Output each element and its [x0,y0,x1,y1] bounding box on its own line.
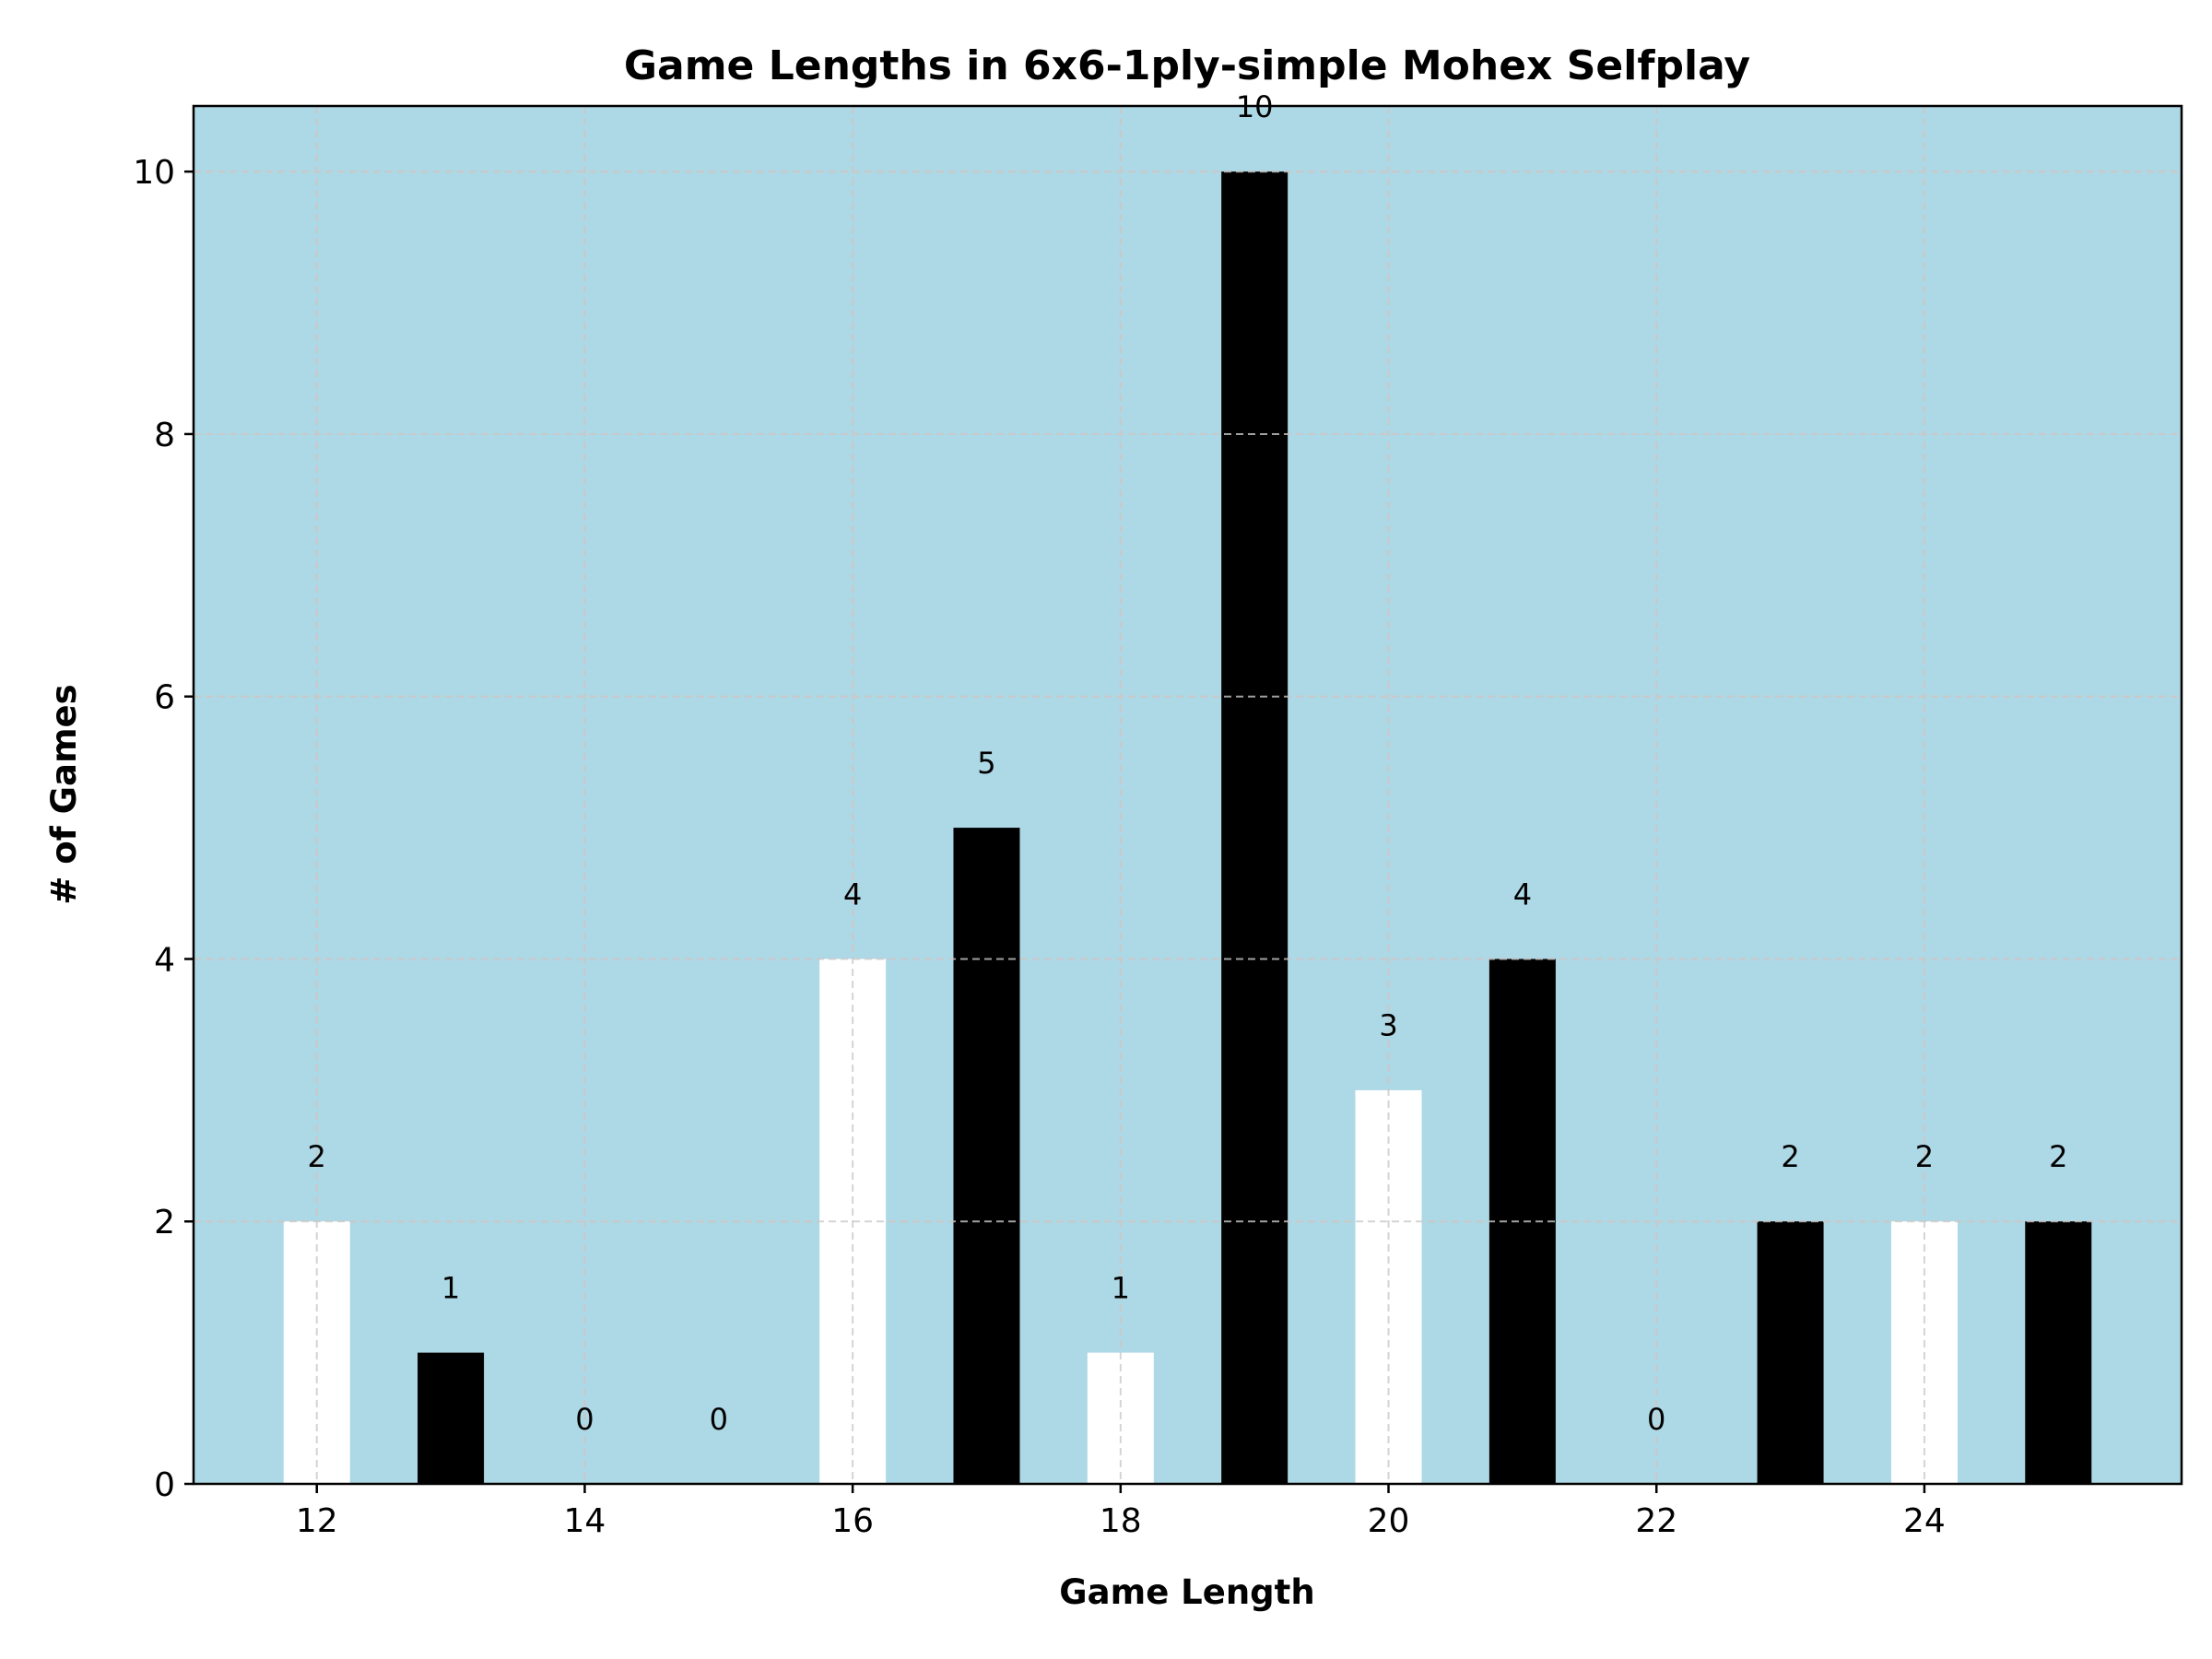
x-tick-label: 18 [1100,1502,1142,1540]
x-tick-label: 16 [831,1502,874,1540]
x-tick-label: 24 [1903,1502,1946,1540]
y-tick-label: 0 [154,1466,175,1504]
y-tick-label: 6 [154,679,175,717]
x-tick-label: 14 [564,1502,606,1540]
bar-13 [418,1352,485,1484]
y-tick-label: 4 [154,941,175,979]
chart-title: Game Lengths in 6x6-1ply-simple Mohex Se… [624,42,1750,89]
data-label-20: 3 [1379,1008,1397,1043]
plot-background [194,106,2182,1484]
data-label-24: 2 [1915,1139,1934,1174]
y-tick-label: 2 [154,1204,175,1241]
data-label-25: 2 [2049,1139,2067,1174]
y-tick-label: 10 [133,154,175,192]
data-label-17: 5 [977,746,995,781]
data-label-16: 4 [843,877,862,912]
bar-21 [1488,959,1556,1484]
data-label-22: 0 [1647,1402,1665,1437]
x-tick-label: 20 [1368,1502,1410,1540]
data-label-18: 1 [1112,1270,1130,1305]
bar-19 [1221,171,1288,1485]
data-label-15: 0 [710,1402,728,1437]
data-label-23: 2 [1781,1139,1799,1174]
x-axis-label: Game Length [1059,1572,1314,1612]
bar-23 [1757,1221,1824,1484]
y-tick-label: 8 [154,417,175,454]
plot-frame [192,104,2183,1486]
bar-25 [2025,1221,2092,1484]
data-label-21: 4 [1513,877,1532,912]
bar-17 [953,828,1020,1484]
data-label-13: 1 [441,1270,460,1305]
data-label-14: 0 [575,1402,594,1437]
data-label-12: 2 [308,1139,326,1174]
x-tick-label: 22 [1635,1502,1677,1540]
y-axis-label: # of Games [44,684,84,904]
x-tick-label: 12 [296,1502,338,1540]
